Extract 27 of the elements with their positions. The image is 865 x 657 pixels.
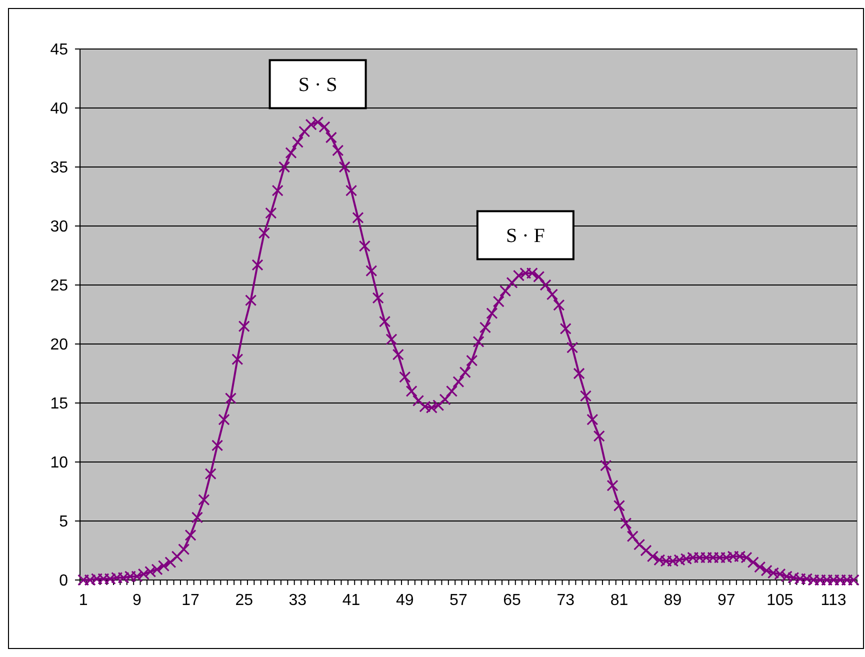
x-tick-label: 17 xyxy=(182,592,200,609)
x-tick-label: 97 xyxy=(717,592,736,609)
x-tick-label: 73 xyxy=(556,592,575,609)
x-tick-label: 1 xyxy=(78,592,88,609)
x-tick-label: 9 xyxy=(132,592,142,609)
y-tick-label: 35 xyxy=(50,160,68,177)
y-tick-label: 15 xyxy=(50,396,68,413)
y-tick-label: 5 xyxy=(59,514,68,531)
x-tick-label: 105 xyxy=(766,592,794,609)
x-tick-label: 81 xyxy=(610,592,628,609)
x-tick-label: 65 xyxy=(503,592,522,609)
x-tick-label: 33 xyxy=(288,592,307,609)
annotation: S · F xyxy=(506,225,545,248)
x-tick-label: 113 xyxy=(820,592,846,609)
y-tick-label: 45 xyxy=(50,42,68,59)
x-tick-label: 41 xyxy=(342,592,360,609)
y-tick-label: 0 xyxy=(59,572,68,590)
x-tick-label: 25 xyxy=(235,592,254,609)
y-tick-label: 10 xyxy=(50,454,68,472)
annotation: S · S xyxy=(298,74,338,96)
y-tick-label: 40 xyxy=(50,100,68,118)
x-tick-label: 49 xyxy=(396,592,414,609)
y-tick-label: 20 xyxy=(50,336,68,354)
x-tick-label: 89 xyxy=(664,592,682,609)
y-tick-label: 30 xyxy=(50,218,68,236)
y-tick-label: 25 xyxy=(50,278,68,295)
x-tick-label: 57 xyxy=(450,592,468,609)
